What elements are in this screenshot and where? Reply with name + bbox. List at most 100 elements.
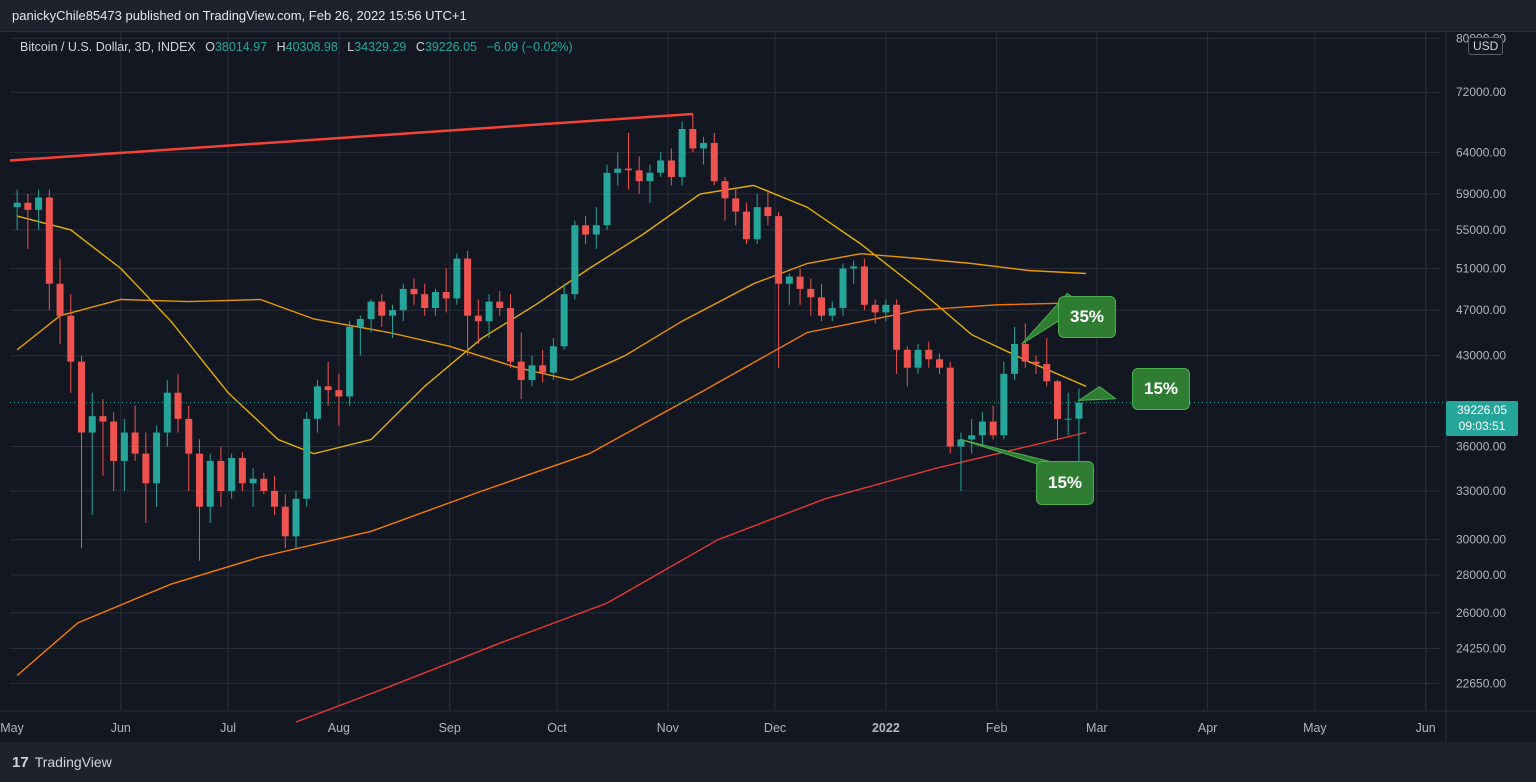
candle-body [464,258,472,316]
candle-body [431,292,439,309]
candle-body [335,390,343,397]
candle-body [442,292,450,299]
last-price-tag: 39226.05 09:03:51 [1446,401,1518,436]
candle-body [228,458,236,491]
candle-body [238,458,246,484]
callout-35-percent: 35% [1058,296,1116,338]
candle-body [142,453,150,484]
candle-body [1021,343,1029,362]
moving-average-line [16,252,1087,381]
candle-body [753,207,761,240]
open-value: 38014.97 [214,40,268,54]
candle-body [410,288,418,295]
low-key: L [347,40,355,54]
candle-body [346,326,354,397]
candle-body [936,359,943,368]
candle-body [24,202,32,210]
candle-body [764,207,772,217]
candle-body [721,181,729,199]
candle-body [807,288,815,298]
price-tick-label: 59000.00 [1456,187,1506,201]
candle-body [1053,381,1061,419]
candle-body [646,172,654,182]
candle-body [657,160,665,173]
candle-body [399,288,407,311]
candle-body [828,308,836,316]
candle-body [925,349,933,360]
time-tick-label: Nov [657,721,680,735]
candle-body [217,460,225,491]
close-value: 39226.05 [424,40,478,54]
candle-body [871,304,879,313]
time-tick-label: May [1303,721,1327,735]
candle-body [1032,361,1040,365]
price-chart[interactable]: 80000.0072000.0064000.0059000.0055000.00… [0,32,1536,742]
candle-body [485,301,493,322]
publisher-text: panickyChile85473 published on TradingVi… [12,8,467,23]
candle-body [775,216,783,284]
candle-body [1043,364,1051,382]
candle-body [903,349,911,368]
candle-body [120,432,128,461]
candle-body [860,266,868,305]
resistance-trendline [9,112,693,162]
callout-15-percent-lower: 15% [1036,461,1094,505]
candle-body [453,258,461,299]
candle-body [700,142,708,149]
candle-body [1000,373,1008,436]
price-tick-label: 24250.00 [1456,641,1506,655]
candle-body [689,128,697,149]
candle-body [292,498,300,537]
tradingview-logo-icon: 17 [12,753,29,771]
candle-body [1064,418,1072,420]
currency-badge[interactable]: USD [1468,37,1504,55]
price-tick-label: 72000.00 [1456,85,1506,99]
price-tick-label: 36000.00 [1456,440,1506,454]
candle-body [603,172,611,226]
candle-body [946,367,954,447]
candle-body [624,168,632,171]
open-key: O [205,40,215,54]
time-tick-label: Jun [1416,721,1436,735]
candle-body [968,435,976,440]
time-tick-label: Jun [111,721,131,735]
price-tick-label: 22650.00 [1456,676,1506,690]
candle-body [13,202,21,208]
moving-average-line [295,431,1087,723]
time-tick-label: Mar [1086,721,1108,735]
candle-body [35,197,43,210]
last-price: 39226.05 [1456,403,1508,417]
candle-body [303,418,311,499]
candle-body [367,301,375,320]
candle-body [549,346,557,373]
candle-body [732,198,740,212]
time-tick-label: Aug [328,721,350,735]
candle-body [978,421,986,436]
publisher-bar: panickyChile85473 published on TradingVi… [0,0,1536,32]
high-key: H [276,40,286,54]
candle-body [1075,402,1083,419]
candle-body [957,439,965,447]
candle-body [153,432,161,484]
candle-body [378,301,386,316]
candle-body [163,392,171,433]
candle-body [635,170,643,182]
time-tick-label: Sep [439,721,461,735]
candle-body [174,392,182,419]
close-key: C [415,40,425,54]
time-tick-label: Jul [220,721,236,735]
candle-body [195,453,203,507]
candle-body [742,211,750,240]
time-tick-label: 2022 [872,721,900,735]
price-tick-label: 51000.00 [1456,261,1506,275]
candle-body [110,421,118,461]
candle-body [528,365,536,381]
candle-body [785,276,793,284]
candle-body [389,310,397,316]
callout-15-percent-upper: 15% [1132,368,1190,410]
candle-body [839,268,847,309]
candle-body [99,416,107,422]
candle-body [131,432,139,454]
candle-body [507,308,514,362]
candle-body [796,276,804,289]
